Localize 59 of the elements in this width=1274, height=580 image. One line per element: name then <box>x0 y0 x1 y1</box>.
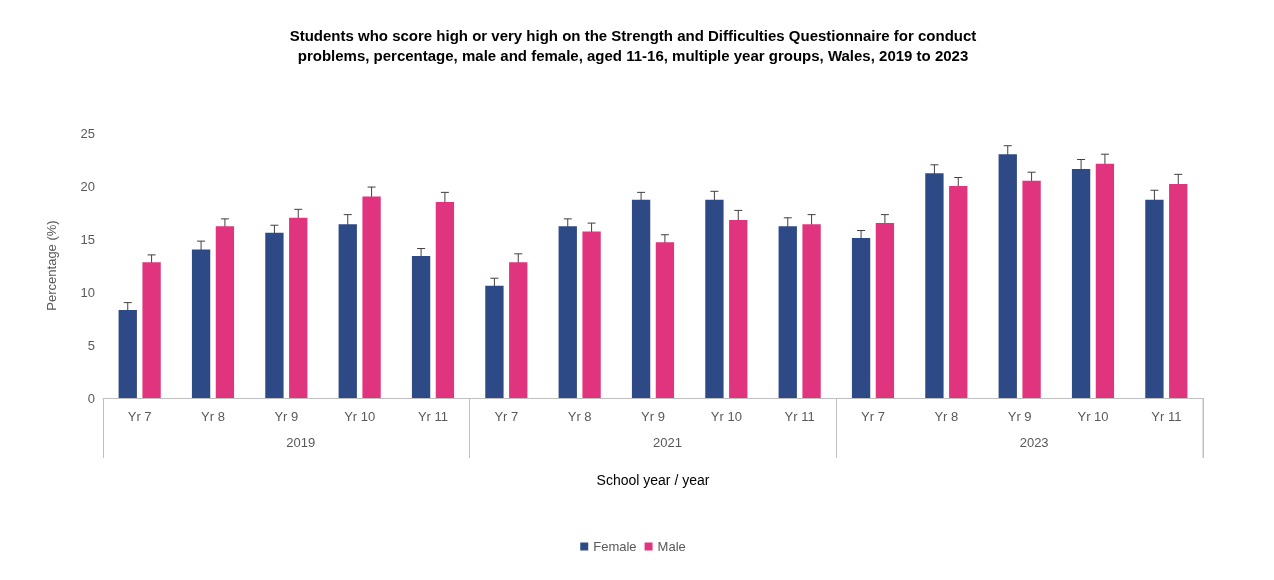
x-tick-label: Yr 11 <box>417 409 449 424</box>
x-tick-label: Yr 10 <box>344 409 376 424</box>
bar <box>191 249 211 398</box>
bar <box>1022 180 1041 398</box>
x-tick-label: Yr 7 <box>127 409 152 424</box>
x-tick-label: Yr 9 <box>274 409 299 424</box>
bar <box>142 262 161 398</box>
bar <box>1071 169 1091 398</box>
x-tick-label: Yr 10 <box>1077 409 1109 424</box>
y-tick-label: 0 <box>87 390 95 406</box>
bar <box>558 226 577 398</box>
x-tick-label: Yr 8 <box>934 409 959 424</box>
bar <box>1145 199 1164 398</box>
chart-title: Students who score high or very high on the Strength and Difficulties Questionnaire for conduct problems, percentage, male and female, aged 11-16, multiple year groups, Wales, 2019 to 2023 <box>289 26 977 64</box>
bar <box>289 217 308 398</box>
y-tick-label: 25 <box>80 125 95 141</box>
bar <box>582 231 601 398</box>
y-tick-label: 20 <box>80 178 95 194</box>
bar <box>729 219 748 398</box>
bar <box>485 285 504 398</box>
x-tick-label: Yr 11 <box>784 409 815 424</box>
bar <box>778 226 797 398</box>
bar <box>435 201 455 398</box>
bar <box>1095 163 1115 398</box>
bar <box>362 196 381 398</box>
bar <box>265 232 284 398</box>
bar <box>802 224 821 398</box>
bar <box>851 237 871 398</box>
bar <box>338 224 357 398</box>
bar <box>631 199 651 398</box>
bar <box>118 310 137 398</box>
x-tick-label: Yr 7 <box>861 409 885 424</box>
bar <box>875 223 895 398</box>
bar <box>509 262 528 398</box>
y-tick-label: 15 <box>80 231 95 247</box>
text: 2021 <box>653 435 682 450</box>
x-tick-label: Yr 8 <box>201 409 225 424</box>
x-tick-label: Yr 8 <box>567 409 592 424</box>
x-tick-label: Yr 10 <box>710 409 742 424</box>
text: 2019 <box>286 435 316 450</box>
bar <box>411 255 431 398</box>
x-tick-label: Yr 9 <box>1007 409 1032 424</box>
y-axis-title: Percentage (%) <box>44 220 59 311</box>
bar <box>998 154 1017 398</box>
bar <box>925 173 944 398</box>
x-axis-title: School year / year <box>596 472 710 488</box>
legend-label: Male <box>657 539 686 554</box>
bar <box>949 186 968 398</box>
text: 2023 <box>1019 435 1049 450</box>
legend-label: Female <box>593 539 637 554</box>
bar <box>705 199 724 398</box>
y-tick-label: 5 <box>87 337 95 353</box>
x-tick-label: Yr 9 <box>641 409 665 424</box>
bar <box>1169 183 1188 398</box>
bar <box>215 226 235 398</box>
x-tick-label: Yr 7 <box>494 409 519 424</box>
y-tick-label: 10 <box>80 284 95 300</box>
x-tick-label: Yr 11 <box>1151 409 1182 424</box>
bar <box>655 242 675 398</box>
